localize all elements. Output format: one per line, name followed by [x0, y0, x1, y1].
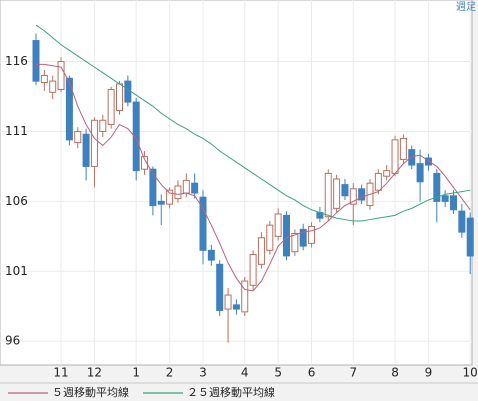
candle-body — [408, 149, 416, 166]
candle-body — [40, 75, 48, 84]
candle-body — [349, 188, 357, 205]
candle-body — [391, 139, 399, 174]
candle-body — [207, 249, 215, 261]
candle-body — [182, 179, 190, 194]
candle-body — [416, 163, 424, 183]
x-tick-label: 9 — [425, 366, 433, 380]
candle-body — [57, 61, 65, 91]
ma-line — [36, 63, 471, 292]
candle-body — [299, 228, 307, 247]
x-tick-label: 5 — [274, 366, 282, 380]
y-tick-label: 116 — [5, 54, 28, 68]
candle-body — [257, 237, 265, 265]
x-tick-label: 1 — [132, 366, 140, 380]
y-tick-label: 111 — [5, 124, 28, 138]
candle-body — [232, 304, 240, 310]
candle-body — [458, 210, 466, 233]
candle-body — [191, 182, 199, 194]
candle-body — [132, 101, 140, 172]
ma-line — [35, 24, 471, 222]
candle-body — [149, 168, 157, 207]
candle-body — [116, 83, 123, 111]
candle-body — [32, 40, 40, 82]
candle-body — [274, 213, 282, 237]
candle-body — [241, 280, 249, 313]
candle-body — [107, 89, 115, 125]
legend-label: ２５週移動平均線 — [187, 385, 275, 399]
candle-body — [341, 184, 349, 197]
candle-body — [308, 226, 316, 244]
x-tick-label: 10 — [463, 366, 478, 380]
candle-body — [283, 214, 290, 257]
period-label[interactable]: 週足 — [456, 1, 476, 13]
candle-body — [49, 80, 57, 93]
candle-body — [399, 137, 407, 160]
candle-body — [224, 294, 232, 310]
y-tick-label: 96 — [5, 334, 20, 348]
candle-body — [141, 156, 149, 170]
x-tick-label: 12 — [87, 366, 102, 380]
candle-body — [383, 170, 391, 177]
candle-body — [124, 80, 132, 103]
x-tick-label: 3 — [199, 366, 207, 380]
y-tick-label: 101 — [5, 264, 28, 278]
candle-body — [90, 119, 98, 167]
y-tick-label: 106 — [5, 194, 28, 208]
candle-body — [174, 185, 182, 200]
x-tick-label: 4 — [241, 366, 249, 380]
candle-body — [99, 119, 107, 132]
candle-body — [82, 133, 90, 167]
x-tick-label: 6 — [308, 366, 316, 380]
candle-body — [324, 172, 332, 218]
candle-body — [466, 217, 474, 257]
x-tick-label: 8 — [391, 366, 399, 380]
x-tick-label: 11 — [53, 366, 68, 380]
candle-body — [266, 224, 274, 251]
candle-body — [333, 178, 341, 209]
candle-body — [249, 254, 257, 286]
candle-body — [374, 172, 382, 191]
candle-body — [291, 233, 299, 253]
candle-body — [199, 196, 207, 251]
legend-label: ５週移動平均線 — [52, 385, 129, 399]
candle-body — [65, 77, 73, 141]
candle-body — [74, 130, 82, 144]
candle-body — [450, 195, 457, 211]
candle-body — [433, 172, 441, 202]
x-tick-label: 7 — [349, 366, 357, 380]
candle-body — [424, 157, 432, 166]
candle-body — [441, 195, 449, 202]
candle-body — [166, 189, 174, 205]
candle-body — [216, 263, 224, 311]
candle-body — [157, 200, 165, 205]
x-tick-label: 2 — [166, 366, 174, 380]
candle-body — [358, 188, 366, 201]
